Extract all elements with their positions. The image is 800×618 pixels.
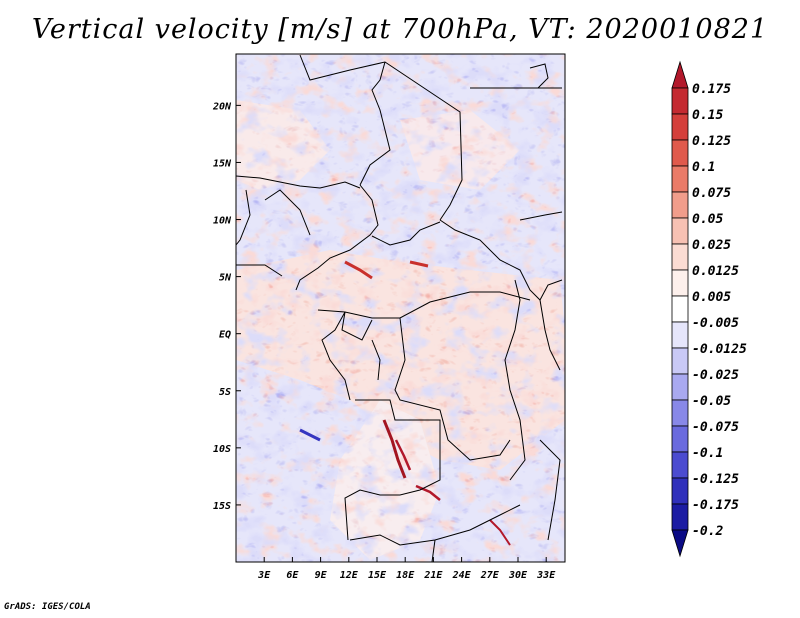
colorbar-label: -0.125 <box>692 472 739 487</box>
colorbar-label: 0.025 <box>692 238 731 253</box>
y-tick-label: 5S <box>219 387 231 398</box>
colorbar-segment <box>671 269 689 297</box>
colorbar-label: -0.0125 <box>692 342 747 357</box>
y-tick-label: 15N <box>213 158 232 169</box>
y-tick-label: EQ <box>219 330 231 341</box>
x-tick-label: 24E <box>452 570 472 581</box>
colorbar-segment <box>671 60 689 89</box>
colorbar-segment <box>671 347 689 375</box>
colorbar-segment <box>671 477 689 505</box>
colorbar-segment <box>671 243 689 271</box>
colorbar-label: 0.0125 <box>692 264 739 279</box>
colorbar-label: 0.075 <box>692 186 731 201</box>
y-axis: 20N 15N 10N 5N EQ 5S 10S 15S <box>212 101 241 512</box>
colorbar-segment <box>671 295 689 323</box>
colorbar-segment <box>671 529 689 558</box>
y-tick-label: 10S <box>213 444 231 455</box>
colorbar-segment <box>671 165 689 193</box>
velocity-field <box>236 54 565 562</box>
colorbar-label: -0.2 <box>692 524 723 539</box>
map-frame <box>235 53 566 563</box>
colorbar-segment <box>671 399 689 427</box>
x-tick-label: 18E <box>396 570 415 581</box>
y-tick-label: 10N <box>213 216 232 227</box>
colorbar-segment <box>671 113 689 141</box>
colorbar-label: 0.175 <box>692 82 731 97</box>
x-tick-label: 6E <box>286 570 299 581</box>
x-tick-label: 12E <box>340 570 359 581</box>
x-tick-label: 15E <box>368 570 387 581</box>
colorbar-segment <box>671 373 689 401</box>
credit-text: GrADS: IGES/COLA <box>4 602 91 612</box>
colorbar-segment <box>671 87 689 115</box>
colorbar-label: 0.1 <box>692 160 715 175</box>
y-tick-label: 20N <box>212 101 232 112</box>
colorbar-label: -0.005 <box>692 316 739 331</box>
colorbar-segment <box>671 451 689 479</box>
colorbar-segment <box>671 503 689 531</box>
x-tick-label: 9E <box>315 570 328 581</box>
y-tick-label: 15S <box>213 501 231 512</box>
colorbar-label: 0.05 <box>692 212 723 227</box>
x-tick-label: 33E <box>536 570 556 581</box>
colorbar-label: -0.025 <box>692 368 739 383</box>
colorbar-label: 0.005 <box>692 290 731 305</box>
x-axis: 3E 6E 9E 12E 15E 18E 21E 24E 27E 30E 33E <box>257 557 556 581</box>
colorbar-label: 0.125 <box>692 134 731 149</box>
colorbar-segment <box>671 425 689 453</box>
colorbar-label: -0.175 <box>692 498 739 513</box>
colorbar-segment <box>671 191 689 219</box>
x-tick-label: 3E <box>257 570 271 581</box>
colorbar-segment <box>671 321 689 349</box>
y-tick-label: 5N <box>219 273 232 284</box>
colorbar-label: 0.15 <box>692 108 723 123</box>
chart-title: Vertical velocity [m/s] at 700hPa, VT: 2… <box>31 14 769 45</box>
colorbar-label: -0.05 <box>692 394 731 409</box>
colorbar-segment <box>671 217 689 245</box>
x-tick-label: 27E <box>480 570 500 581</box>
colorbar-label: -0.075 <box>692 420 739 435</box>
x-tick-label: 21E <box>423 570 443 581</box>
colorbar-label: -0.1 <box>692 446 723 461</box>
colorbar-segment <box>671 139 689 167</box>
colorbar: 0.175 0.15 0.125 0.1 0.075 0.05 0.025 0.0125 0.0… <box>671 60 747 558</box>
x-tick-label: 30E <box>508 570 528 581</box>
